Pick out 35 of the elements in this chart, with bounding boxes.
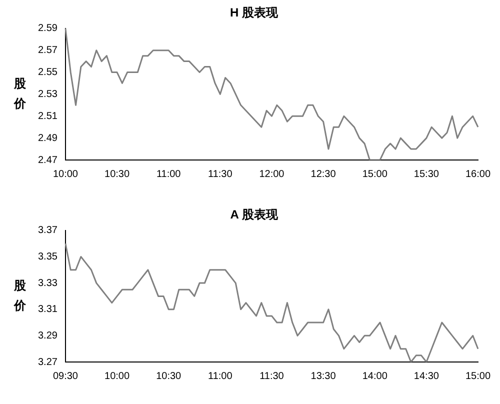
x-tick-label: 14:30 <box>414 370 440 382</box>
y-tick-label: 3.37 <box>38 225 58 236</box>
y-tick-label: 3.35 <box>38 251 58 262</box>
y-tick-label: 2.51 <box>38 110 58 122</box>
chart-title: H 股表现 <box>230 6 279 20</box>
y-axis-title: 股价 <box>13 76 27 111</box>
x-tick-label: 10:30 <box>156 370 182 382</box>
y-tick-label: 3.27 <box>38 356 58 368</box>
y-tick-label: 3.29 <box>38 330 58 342</box>
y-axis-title: 股价 <box>13 278 27 313</box>
x-tick-label: 12:30 <box>310 168 336 180</box>
x-tick-label: 11:30 <box>260 370 284 382</box>
x-tick-label: 12:00 <box>259 168 285 180</box>
x-tick-label: 14:00 <box>362 370 388 382</box>
x-tick-label: 09:30 <box>52 370 78 382</box>
x-tick-label: 15:00 <box>465 370 491 382</box>
x-tick-label: 10:00 <box>52 168 78 180</box>
x-tick-label: 10:00 <box>104 370 130 382</box>
y-tick-label: 2.53 <box>38 88 58 100</box>
x-tick-label: 15:00 <box>362 168 388 180</box>
x-tick-label: 13:30 <box>310 370 336 382</box>
x-tick-label: 11:30 <box>208 168 233 180</box>
x-tick-label: 11:00 <box>208 370 233 382</box>
x-tick-label: 10:30 <box>104 168 130 180</box>
y-tick-label: 2.47 <box>38 154 58 166</box>
y-tick-label: 3.31 <box>38 304 58 316</box>
x-tick-label: 16:00 <box>465 168 491 180</box>
y-tick-label: 2.55 <box>38 67 58 78</box>
y-tick-label: 2.59 <box>38 23 58 34</box>
y-tick-label: 2.57 <box>38 45 58 56</box>
x-tick-label: 11:00 <box>156 168 182 180</box>
y-tick-label: 3.33 <box>38 278 58 289</box>
chart-title: A 股表现 <box>230 208 279 222</box>
y-tick-label: 2.49 <box>38 132 58 144</box>
x-tick-label: 15:30 <box>414 168 440 180</box>
